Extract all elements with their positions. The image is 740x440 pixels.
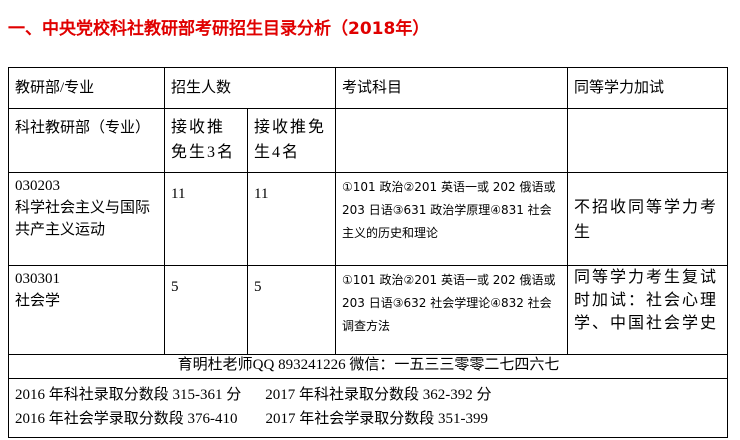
exam-subjects: ①101 政治②201 英语一或 202 俄语或 203 日语③632 社会学理… [335,265,567,354]
header-enroll: 招生人数 [164,67,335,108]
enroll-2: 5 [247,265,335,354]
score-2017-kshe: 2017 年科社录取分数段 362-392 分 [265,387,492,403]
exam-subjects: ①101 政治②201 英语一或 202 俄语或 203 日语③631 政治学原… [335,172,567,265]
sub-empty-equiv [567,108,728,172]
enroll-2: 11 [247,172,335,265]
enroll-1: 11 [164,172,247,265]
equiv-note: 同等学力考生复试时加试：社会心理学、中国社会学史 [567,265,728,354]
header-exam: 考试科目 [335,67,567,108]
sub-dept: 科社教研部（专业） [8,108,164,172]
major-name: 科学社会主义与国际共产主义运动 [15,200,151,238]
row-major: 030203 科学社会主义与国际共产主义运动 [8,172,164,265]
header-equiv: 同等学力加试 [567,67,728,108]
enroll-1: 5 [164,265,247,354]
equiv-note: 不招收同等学力考生 [567,172,728,265]
score-2016-kshe: 2016 年科社录取分数段 315-361 分 [15,387,242,403]
sub-col2: 接收推免生4名 [247,108,335,172]
contact-info: 育明杜老师QQ 893241226 微信：一五三三零零二七四六七 [8,354,728,378]
major-code: 030203 [15,178,60,194]
sub-col1: 接收推免生3名 [164,108,247,172]
score-ranges: 2016 年科社录取分数段 315-361 分 2017 年科社录取分数段 362… [8,378,728,438]
major-name: 社会学 [15,293,61,309]
page-title: 一、中央党校科社教研部考研招生目录分析（2018年） [8,19,430,39]
sub-empty-exam [335,108,567,172]
header-dept: 教研部/专业 [8,67,164,108]
score-2017-soc: 2017 年社会学录取分数段 351-399 [265,411,489,427]
score-2016-soc: 2016 年社会学录取分数段 376-410 [15,411,238,427]
major-code: 030301 [15,271,60,287]
row-major: 030301 社会学 [8,265,164,354]
